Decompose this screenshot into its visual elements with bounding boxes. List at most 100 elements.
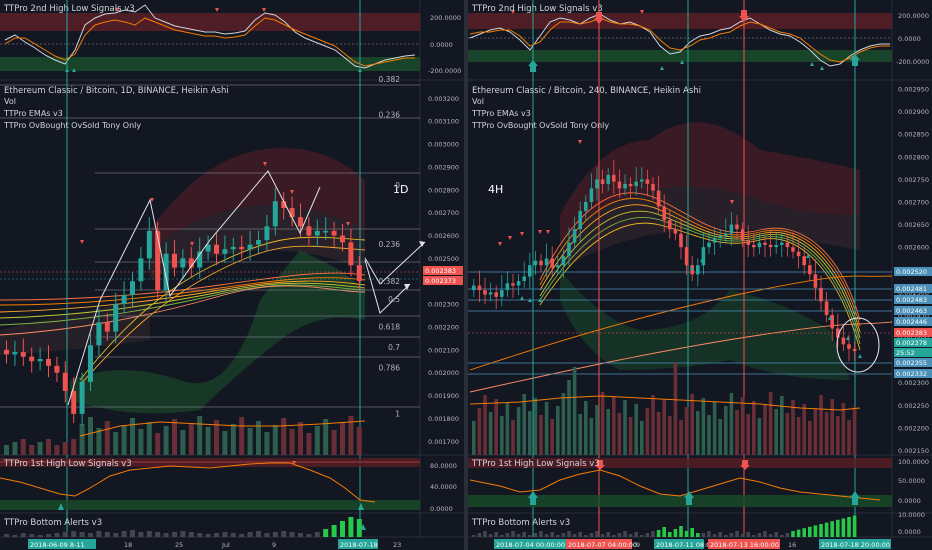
alert-bar bbox=[740, 534, 745, 537]
alert-bar bbox=[841, 518, 846, 537]
price-axis-label: 0.002800 bbox=[898, 153, 929, 161]
volume-bar bbox=[572, 367, 577, 455]
volume-bar bbox=[113, 432, 119, 455]
left-time-axis: 2018-06-09 8-11 18 25 Jul 9 2018-07-18 2… bbox=[28, 539, 401, 549]
volume-bar bbox=[791, 400, 795, 455]
alert-bar bbox=[612, 535, 616, 537]
volume-bar bbox=[340, 423, 345, 455]
volume-bar bbox=[289, 429, 295, 455]
volume-bar bbox=[802, 404, 806, 455]
alert-bar bbox=[264, 533, 270, 537]
price-tag-bg bbox=[894, 306, 932, 315]
alert-bar bbox=[707, 531, 711, 537]
volume-bar bbox=[505, 403, 510, 455]
right-study-emas: TTPro EMAs v3 bbox=[471, 109, 531, 118]
alert-bar bbox=[12, 535, 18, 537]
alert-bar bbox=[813, 525, 818, 537]
candle bbox=[539, 260, 543, 266]
candle bbox=[289, 208, 295, 218]
alert-bar bbox=[488, 534, 493, 537]
svg-text:0.002383: 0.002383 bbox=[425, 267, 456, 275]
volume-bar bbox=[584, 401, 588, 455]
volume-bar bbox=[197, 416, 203, 455]
alert-bar bbox=[356, 519, 362, 537]
alert-bar bbox=[96, 531, 102, 537]
volume-bar bbox=[819, 395, 823, 455]
candle bbox=[314, 230, 320, 236]
candle bbox=[785, 242, 790, 248]
volume-bar bbox=[746, 414, 750, 455]
candle bbox=[623, 183, 627, 189]
alert-bar bbox=[600, 534, 605, 537]
candle bbox=[561, 256, 566, 266]
volume-bar bbox=[567, 380, 571, 455]
price-axis-label: 0.003000 bbox=[428, 141, 459, 149]
fib-level-label: 0.236 bbox=[379, 240, 401, 249]
volume-bar bbox=[696, 411, 700, 455]
alert-bar bbox=[331, 525, 337, 537]
candle bbox=[584, 201, 588, 212]
volume-bar bbox=[281, 418, 287, 455]
alert-bar bbox=[348, 517, 354, 537]
price-tag-bg bbox=[894, 284, 932, 293]
candle bbox=[163, 253, 169, 291]
volume-bar bbox=[640, 421, 644, 455]
volume-bar bbox=[239, 417, 245, 455]
volume-bar bbox=[539, 415, 543, 455]
right-bottom-alerts bbox=[472, 515, 857, 537]
price-tag-bg bbox=[894, 267, 932, 276]
volume-bar bbox=[516, 407, 521, 455]
volume-bar bbox=[752, 401, 756, 455]
price-axis-label: 0.002200 bbox=[898, 424, 929, 432]
volume-bar bbox=[785, 413, 790, 455]
svg-text:2018-07-18 20:00:00: 2018-07-18 20:00:00 bbox=[821, 541, 890, 549]
volume-bar bbox=[522, 394, 526, 455]
candle bbox=[802, 256, 806, 266]
candle bbox=[600, 179, 605, 184]
candle bbox=[239, 246, 245, 250]
volume-bar bbox=[104, 421, 110, 455]
candle bbox=[214, 244, 219, 254]
alert-bar bbox=[774, 532, 778, 537]
alert-bar bbox=[802, 528, 806, 537]
volume-bar bbox=[79, 424, 85, 455]
volume-bar bbox=[679, 420, 683, 455]
volume-bar bbox=[306, 433, 312, 455]
right-bottom-indicator-1 bbox=[468, 458, 892, 507]
candle bbox=[29, 356, 35, 362]
fib-level-label: 0.618 bbox=[379, 323, 401, 332]
volume-bar bbox=[4, 445, 9, 455]
volume-bar bbox=[729, 393, 734, 455]
volume-bar bbox=[735, 410, 739, 455]
candle bbox=[724, 233, 728, 236]
price-axis-label: 0.003100 bbox=[428, 118, 459, 126]
svg-text:2018-07-11 08:00: 2018-07-11 08:00 bbox=[656, 541, 715, 549]
volume-bar bbox=[472, 421, 476, 455]
candle bbox=[488, 292, 493, 295]
volume-bar bbox=[314, 426, 320, 455]
price-axis-label: 0.002100 bbox=[428, 346, 459, 354]
alert-bar bbox=[824, 522, 829, 537]
alert-bar bbox=[511, 531, 515, 537]
volume-bar bbox=[673, 363, 678, 455]
candle bbox=[4, 349, 9, 355]
alert-bar bbox=[54, 533, 60, 537]
price-tag-bg bbox=[894, 338, 932, 347]
candle bbox=[712, 238, 717, 243]
alert-bar bbox=[20, 533, 26, 537]
svg-text:0.0000: 0.0000 bbox=[898, 528, 921, 536]
right-top-axis: 200.0000 0.0000 -200.0000 bbox=[896, 12, 929, 66]
alert-bar bbox=[472, 535, 476, 537]
candle bbox=[516, 281, 521, 286]
svg-text:23: 23 bbox=[393, 541, 401, 549]
candle bbox=[281, 201, 287, 209]
volume-bar bbox=[808, 421, 812, 455]
price-tag: 0.002383 bbox=[896, 329, 927, 337]
candle bbox=[230, 246, 236, 250]
volume-bar bbox=[54, 445, 60, 455]
candle bbox=[662, 206, 666, 221]
alert-bar bbox=[289, 532, 295, 537]
candle bbox=[494, 292, 498, 297]
candle bbox=[763, 242, 767, 245]
volume-bar bbox=[600, 392, 605, 455]
